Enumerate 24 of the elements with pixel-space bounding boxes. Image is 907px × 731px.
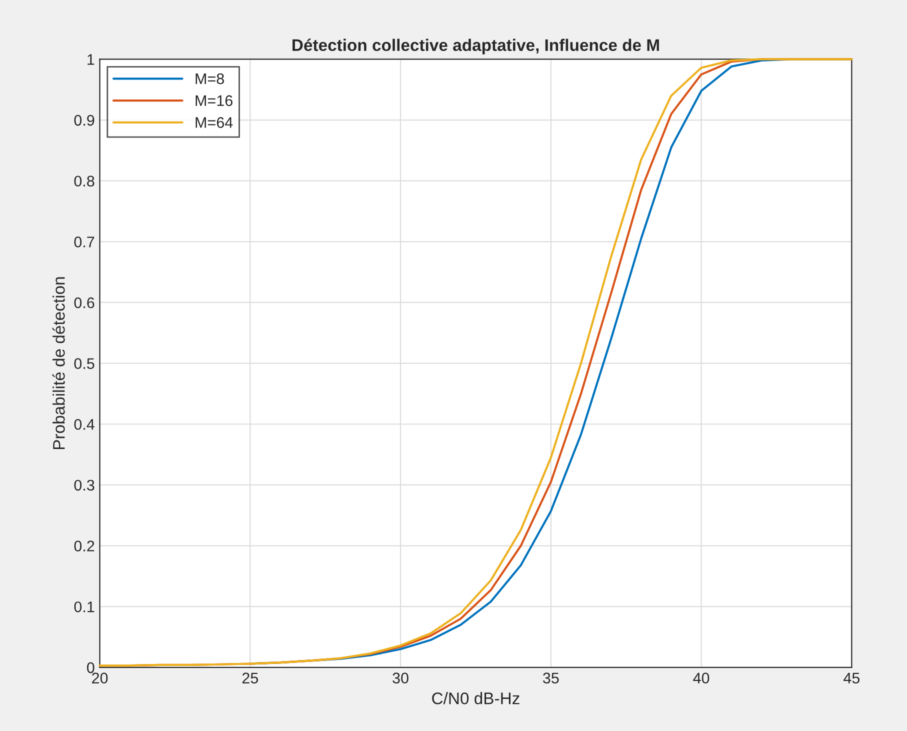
y-axis-title: Probabilité de détection [52,277,65,450]
y-tick-label: 0.6 [74,297,94,308]
x-tick-label: 45 [844,672,860,684]
y-tick-label: 0.3 [74,480,94,491]
y-tick-label: 0.4 [74,418,94,430]
x-tick-label: 20 [92,672,108,684]
y-tick-label: 0.7 [74,236,94,248]
y-tick-label: 0.5 [74,358,94,369]
y-tick-label: 0.1 [74,601,94,612]
y-tick-label: 0 [87,662,94,674]
legend-label: M=8 [196,73,224,84]
y-tick-label: 0.8 [74,176,94,187]
legend-label: M=64 [196,117,233,128]
y-tick-label: 0.2 [74,540,94,552]
legend-label: M=16 [196,95,232,106]
chart-title: Détection collective adaptative, Influence de M [292,38,659,54]
line-series [98,58,853,667]
y-tick-label: 1 [88,54,94,65]
x-tick-label: 40 [693,672,710,684]
x-tick-label: 30 [392,672,408,684]
y-tick-label: 0.9 [74,114,94,126]
x-tick-label: 25 [242,672,258,684]
x-tick-label: 35 [543,672,559,684]
x-axis-title: C/N0 dB-Hz [432,692,520,704]
